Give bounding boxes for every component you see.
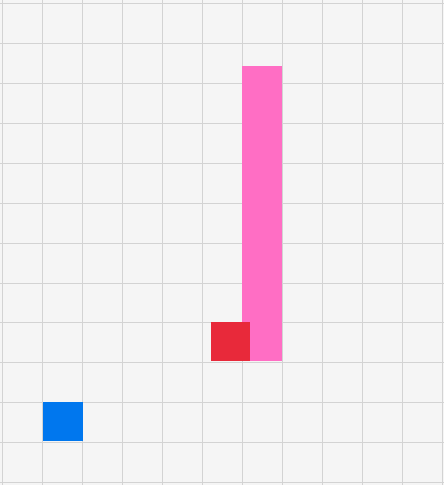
grid-line-vertical <box>82 0 83 485</box>
grid-line-vertical <box>122 0 123 485</box>
red-block[interactable] <box>211 322 250 361</box>
grid-line-horizontal <box>0 3 444 4</box>
pink-wall-bar <box>242 66 282 361</box>
grid-line-vertical <box>42 0 43 485</box>
grid-line-vertical <box>362 0 363 485</box>
grid-line-vertical <box>2 0 3 485</box>
grid-line-horizontal <box>0 43 444 44</box>
grid-line-vertical <box>282 0 283 485</box>
grid-line-horizontal <box>0 123 444 124</box>
blue-player-block[interactable] <box>43 402 83 441</box>
grid-line-horizontal <box>0 203 444 204</box>
grid-line-vertical <box>322 0 323 485</box>
grid-line-horizontal <box>0 442 444 443</box>
grid-line-horizontal <box>0 283 444 284</box>
grid-line-vertical <box>202 0 203 485</box>
grid-line-vertical <box>442 0 443 485</box>
grid-line-vertical <box>402 0 403 485</box>
grid-line-horizontal <box>0 243 444 244</box>
grid-line-horizontal <box>0 163 444 164</box>
grid-line-vertical <box>162 0 163 485</box>
grid-line-horizontal <box>0 402 444 403</box>
grid-line-horizontal <box>0 362 444 363</box>
grid-line-horizontal <box>0 83 444 84</box>
grid-line-horizontal <box>0 482 444 483</box>
